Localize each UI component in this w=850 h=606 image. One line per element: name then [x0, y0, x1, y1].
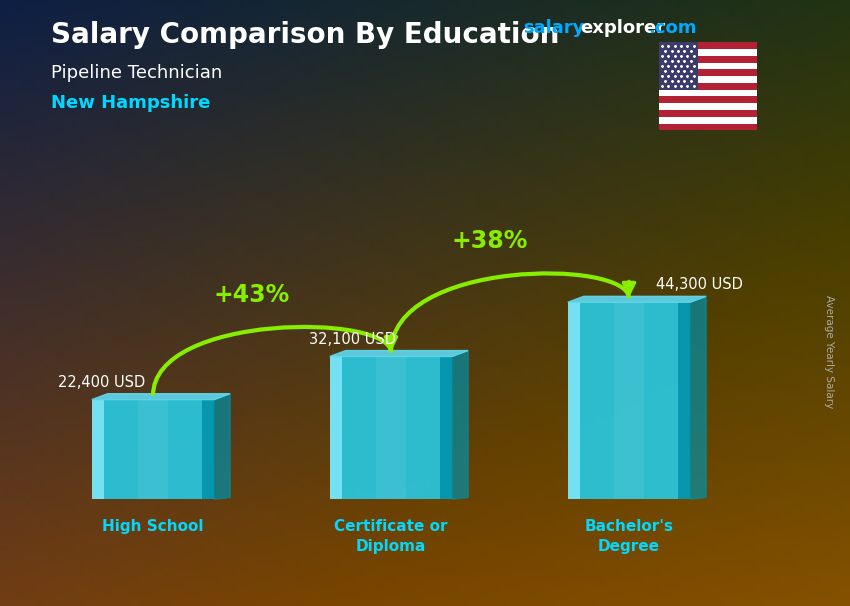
Bar — [568, 302, 690, 499]
Bar — [659, 70, 756, 76]
Bar — [659, 110, 756, 117]
Bar — [659, 49, 756, 56]
Text: .com: .com — [649, 19, 697, 38]
Text: +38%: +38% — [451, 229, 528, 253]
Bar — [614, 302, 644, 499]
Bar — [568, 302, 580, 499]
Text: Pipeline Technician: Pipeline Technician — [51, 64, 222, 82]
Bar — [92, 399, 214, 499]
Text: 44,300 USD: 44,300 USD — [656, 278, 743, 292]
Bar — [659, 103, 756, 110]
Bar — [330, 356, 342, 499]
Text: Average Yearly Salary: Average Yearly Salary — [824, 295, 834, 408]
Bar — [678, 302, 690, 499]
Polygon shape — [568, 296, 706, 302]
Bar — [440, 356, 452, 499]
Bar — [659, 90, 756, 96]
Bar — [330, 356, 452, 499]
Bar — [659, 56, 756, 62]
Polygon shape — [452, 351, 468, 499]
Bar — [659, 96, 756, 103]
Bar — [659, 42, 756, 49]
Text: 22,400 USD: 22,400 USD — [58, 375, 145, 390]
Bar — [92, 399, 104, 499]
Text: explorer: explorer — [581, 19, 666, 38]
Bar — [659, 117, 756, 124]
Bar — [659, 62, 756, 70]
Bar — [376, 356, 406, 499]
Polygon shape — [214, 394, 230, 499]
Text: 32,100 USD: 32,100 USD — [309, 331, 396, 347]
Text: +43%: +43% — [213, 283, 290, 307]
Text: High School: High School — [102, 519, 204, 534]
Bar — [659, 124, 756, 130]
Text: Bachelor's
Degree: Bachelor's Degree — [585, 519, 673, 554]
Bar — [659, 83, 756, 90]
Bar — [138, 399, 168, 499]
Text: New Hampshire: New Hampshire — [51, 94, 210, 112]
Polygon shape — [92, 394, 230, 399]
Bar — [659, 76, 756, 83]
Bar — [202, 399, 214, 499]
Bar — [659, 42, 698, 90]
Text: salary: salary — [523, 19, 584, 38]
Text: Salary Comparison By Education: Salary Comparison By Education — [51, 21, 559, 49]
Polygon shape — [330, 351, 468, 356]
Text: Certificate or
Diploma: Certificate or Diploma — [334, 519, 448, 554]
Polygon shape — [690, 296, 706, 499]
